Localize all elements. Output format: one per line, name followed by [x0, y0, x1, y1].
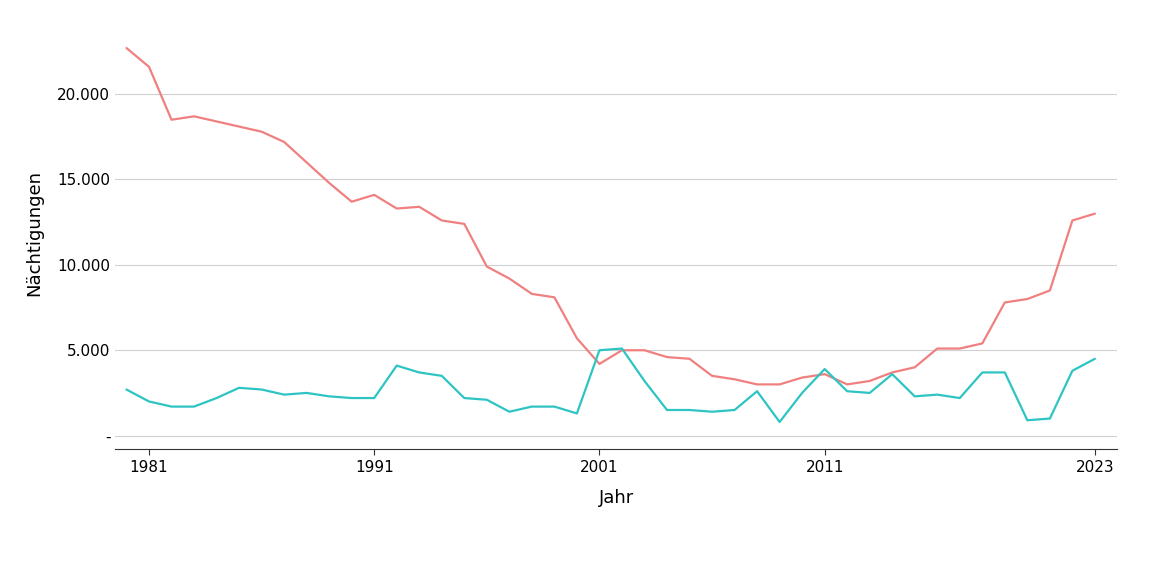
Y-axis label: Nächtigungen: Nächtigungen	[25, 170, 44, 296]
X-axis label: Jahr: Jahr	[599, 488, 634, 506]
